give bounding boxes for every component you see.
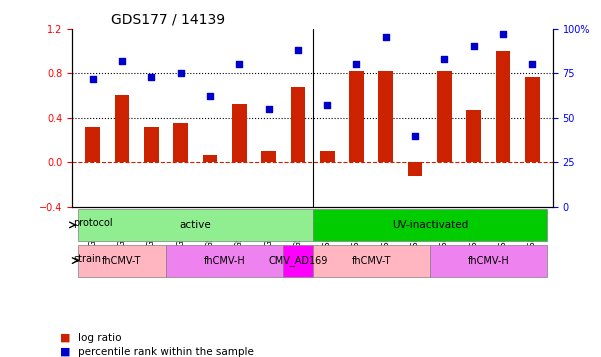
Bar [525, 76, 540, 162]
Point [410, 133, 420, 139]
Text: fhCMV-T: fhCMV-T [102, 256, 142, 266]
FancyBboxPatch shape [78, 209, 313, 241]
Bar [173, 124, 188, 162]
Bar [232, 104, 246, 162]
Bar [379, 71, 393, 162]
Point [234, 61, 244, 67]
Text: GDS177 / 14139: GDS177 / 14139 [111, 12, 225, 26]
Point [440, 56, 450, 62]
Text: active: active [179, 220, 211, 230]
Text: ■: ■ [60, 333, 70, 343]
Text: percentile rank within the sample: percentile rank within the sample [78, 347, 254, 357]
Bar [437, 71, 452, 162]
Bar [290, 86, 305, 162]
Point [381, 35, 391, 40]
Text: strain: strain [73, 254, 102, 264]
Point [498, 31, 508, 37]
Bar [466, 110, 481, 162]
FancyBboxPatch shape [430, 245, 547, 277]
Point [147, 74, 156, 80]
Point [205, 94, 215, 99]
FancyBboxPatch shape [313, 209, 547, 241]
Bar [144, 127, 159, 162]
FancyBboxPatch shape [78, 245, 166, 277]
FancyBboxPatch shape [166, 245, 283, 277]
Bar [320, 151, 335, 162]
Bar [115, 95, 129, 162]
Text: protocol: protocol [73, 218, 113, 228]
Point [264, 106, 273, 112]
Point [117, 58, 127, 64]
Point [88, 76, 97, 81]
Point [469, 44, 478, 49]
Text: ■: ■ [60, 347, 70, 357]
Point [528, 61, 537, 67]
Bar [203, 155, 217, 162]
Text: fhCMV-T: fhCMV-T [352, 256, 391, 266]
Text: log ratio: log ratio [78, 333, 121, 343]
Bar [85, 127, 100, 162]
Point [293, 47, 303, 53]
Text: fhCMV-H: fhCMV-H [204, 256, 245, 266]
FancyBboxPatch shape [313, 245, 430, 277]
Text: CMV_AD169: CMV_AD169 [268, 255, 328, 266]
FancyBboxPatch shape [283, 245, 313, 277]
Point [175, 70, 185, 76]
Bar [408, 162, 423, 176]
Text: UV-inactivated: UV-inactivated [392, 220, 468, 230]
Text: fhCMV-H: fhCMV-H [468, 256, 509, 266]
Bar [496, 51, 510, 162]
Point [352, 61, 361, 67]
Point [322, 102, 332, 108]
Bar [349, 71, 364, 162]
Bar [261, 151, 276, 162]
